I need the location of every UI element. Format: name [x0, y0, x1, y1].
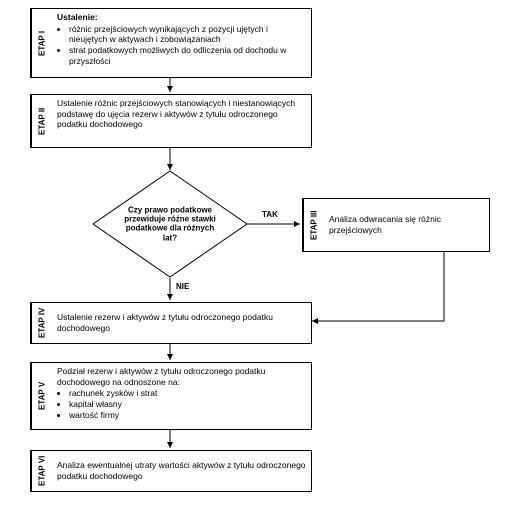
stage-5-bullet-1: rachunek zysków i strat: [69, 388, 306, 399]
stage-1-bullet-1: różnic przejściowych wynikających z pozy…: [69, 24, 306, 45]
stage-5-box: ETAP V Podział rezerw i aktywów z tytułu…: [30, 362, 312, 430]
stage-4-box: ETAP IV Ustalenie rezerw i aktywów z tyt…: [30, 302, 312, 344]
decision-text: Czy prawo podatkowe przewiduje różne sta…: [120, 206, 220, 243]
stage-5-title: Podział rezerw i aktywów z tytułu odrocz…: [57, 366, 265, 387]
stage-3-label: ETAP III: [303, 199, 324, 251]
stage-5-bullet-2: kapitał własny: [69, 399, 306, 410]
stage-3-box: ETAP III Analiza odwracania się różnic p…: [302, 198, 490, 252]
stage-1-title: Ustalenie:: [57, 12, 98, 22]
stage-4-label: ETAP IV: [31, 303, 52, 343]
edge-label-no: NIE: [176, 282, 189, 291]
stage-2-content: Ustalenie różnic przejściowych stanowiąc…: [52, 95, 311, 147]
stage-1-bullet-2: strat podatkowych możliwych do odliczeni…: [69, 45, 306, 66]
stage-5-content: Podział rezerw i aktywów z tytułu odrocz…: [52, 363, 311, 429]
stage-2-box: ETAP II Ustalenie różnic przejściowych s…: [30, 94, 312, 148]
stage-3-content: Analiza odwracania się różnic przejściow…: [324, 199, 489, 251]
decision-diamond: Czy prawo podatkowe przewiduje różne sta…: [92, 170, 248, 278]
stage-6-label: ETAP VI: [31, 451, 52, 491]
stage-1-box: ETAP I Ustalenie: różnic przejściowych w…: [30, 8, 312, 78]
stage-6-content: Analiza ewentualnej utraty wartości akty…: [52, 451, 311, 491]
edge-label-yes: TAK: [262, 210, 278, 219]
stage-1-content: Ustalenie: różnic przejściowych wynikają…: [52, 9, 311, 77]
stage-4-content: Ustalenie rezerw i aktywów z tytułu odro…: [52, 303, 311, 343]
stage-5-label: ETAP V: [31, 363, 52, 429]
stage-1-label: ETAP I: [31, 9, 52, 77]
stage-6-box: ETAP VI Analiza ewentualnej utraty warto…: [30, 450, 312, 492]
stage-2-label: ETAP II: [31, 95, 52, 147]
stage-5-bullet-3: wartość firmy: [69, 410, 306, 421]
